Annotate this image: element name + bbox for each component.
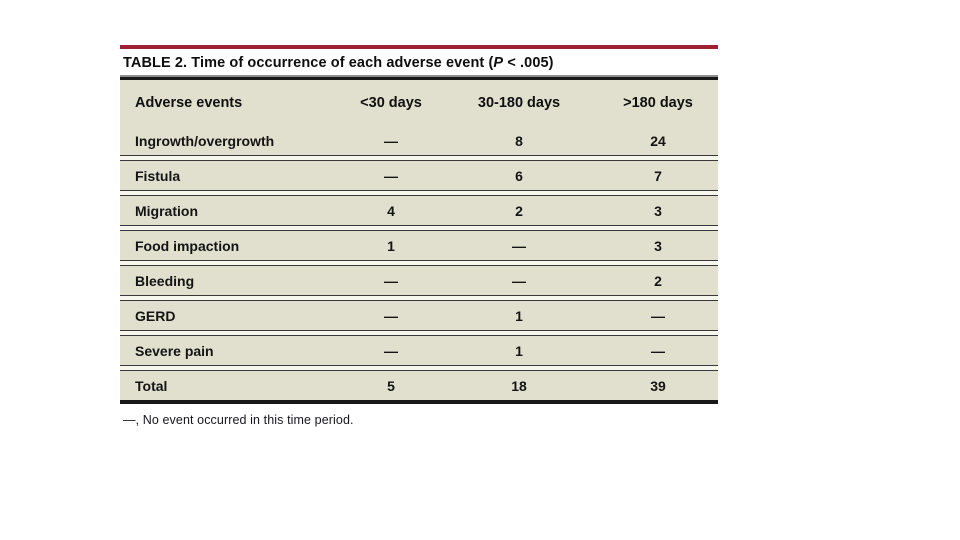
- row-label: Migration: [135, 202, 198, 219]
- row-value: —: [384, 132, 398, 149]
- table-row: Ingrowth/overgrowth — 8 24: [120, 126, 718, 155]
- row-label: Ingrowth/overgrowth: [135, 132, 275, 149]
- table-row: Severe pain — 1 —: [120, 336, 718, 365]
- row-value: —: [384, 307, 398, 324]
- row-value: —: [384, 167, 398, 184]
- table-accent-bar: [120, 45, 718, 49]
- row-divider: [120, 225, 718, 231]
- table-row: Food impaction 1 — 3: [120, 231, 718, 260]
- column-header-lt30-days: <30 days: [360, 95, 422, 111]
- row-value: 4: [387, 202, 395, 219]
- row-divider: [120, 155, 718, 161]
- row-label: Bleeding: [135, 272, 195, 289]
- table-row: GERD — 1 —: [120, 301, 718, 330]
- row-value: 2: [515, 202, 523, 219]
- row-divider: [120, 260, 718, 266]
- row-divider: [120, 330, 718, 336]
- row-value: —: [512, 272, 526, 289]
- row-value: 24: [650, 132, 666, 149]
- row-label: Food impaction: [135, 237, 240, 254]
- row-label: Severe pain: [135, 342, 214, 359]
- table-body: Adverse events <30 days 30-180 days >180…: [120, 80, 718, 400]
- row-value: —: [512, 237, 526, 254]
- row-value: 18: [511, 377, 527, 394]
- table-title-stat-symbol: P: [493, 55, 504, 71]
- row-value: 3: [654, 202, 662, 219]
- title-divider-rule: [120, 75, 718, 80]
- row-value: —: [651, 342, 665, 359]
- table-footnote: —, No event occurred in this time period…: [123, 413, 354, 427]
- row-value: 1: [387, 237, 395, 254]
- row-value: 7: [654, 167, 662, 184]
- table-bottom-rule: [120, 400, 718, 404]
- row-value: —: [384, 272, 398, 289]
- table-row: Bleeding — — 2: [120, 266, 718, 295]
- row-value: 1: [515, 342, 523, 359]
- table-title-prefix: TABLE 2. Time of occurrence of each adve…: [123, 55, 494, 71]
- row-value: 1: [515, 307, 523, 324]
- row-label: Total: [135, 377, 168, 394]
- row-divider: [120, 365, 718, 371]
- row-divider: [120, 190, 718, 196]
- row-value: 39: [650, 377, 666, 394]
- row-value: —: [384, 342, 398, 359]
- row-value: 6: [515, 167, 523, 184]
- row-value: —: [651, 307, 665, 324]
- row-divider: [120, 295, 718, 301]
- column-header-gt180-days: >180 days: [623, 95, 693, 111]
- journal-table: TABLE 2. Time of occurrence of each adve…: [120, 45, 718, 427]
- table-row: Fistula — 6 7: [120, 161, 718, 190]
- table-row: Migration 4 2 3: [120, 196, 718, 225]
- table-row-total: Total 5 18 39: [120, 371, 718, 400]
- row-value: 8: [515, 132, 523, 149]
- row-value: 2: [654, 272, 662, 289]
- table-header-row: Adverse events <30 days 30-180 days >180…: [120, 80, 718, 126]
- row-label: GERD: [135, 307, 176, 324]
- table-title: TABLE 2. Time of occurrence of each adve…: [120, 49, 718, 75]
- row-value: 3: [654, 237, 662, 254]
- column-header-30-180-days: 30-180 days: [477, 95, 561, 111]
- column-header-adverse-events: Adverse events: [135, 95, 243, 111]
- table-title-suffix: < .005): [503, 55, 554, 71]
- row-label: Fistula: [135, 167, 181, 184]
- row-value: 5: [387, 377, 395, 394]
